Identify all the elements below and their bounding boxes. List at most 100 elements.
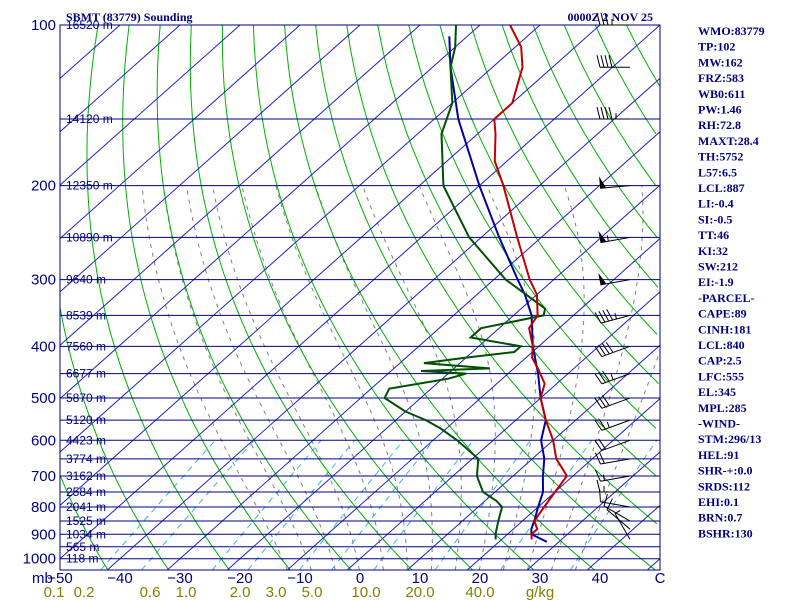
mixing-ratio-line	[211, 439, 322, 571]
temperature-tick-label: 30	[532, 570, 549, 587]
wind-barb-flag	[601, 370, 610, 382]
index-value: TH:5752	[698, 150, 743, 164]
isotherm-line	[466, 398, 661, 571]
index-value: LCL:840	[698, 338, 745, 352]
mixing-ratio-line	[100, 439, 216, 571]
wind-barb-flag	[608, 55, 613, 68]
isotherm-line	[59, 24, 481, 399]
isotherm-line	[59, 24, 301, 239]
wind-barb-flag	[594, 397, 603, 409]
height-label: 1525 m	[66, 514, 106, 528]
wind-barb-staff	[601, 397, 631, 409]
wind-barb-flag	[596, 106, 601, 120]
isotherm-line	[226, 184, 661, 571]
wind-barb-flag	[594, 469, 601, 482]
temperature-tick-label: −40	[107, 570, 132, 587]
pressure-tick-label: 300	[31, 272, 56, 289]
index-value: EL:345	[698, 385, 736, 399]
wind-barb-staff	[603, 505, 631, 522]
wind-barb	[599, 176, 631, 189]
index-value: EI:-1.9	[698, 275, 734, 289]
wind-barb-flag	[596, 12, 601, 26]
mixing-ratio-label: 20.0	[405, 584, 434, 600]
wind-barb-flag	[598, 371, 606, 383]
moist-adiabat	[141, 185, 288, 571]
index-value: MAXT:28.4	[698, 134, 759, 148]
wind-barb-half-flag	[606, 235, 609, 242]
dry-adiabat	[532, 24, 658, 238]
dry-adiabats	[59, 24, 661, 571]
mixing-ratio-label: 5.0	[302, 584, 323, 600]
wind-barb-staff	[600, 475, 631, 482]
height-label: 118 m	[66, 552, 98, 566]
wind-barb-staff	[601, 439, 631, 452]
dry-adiabat	[408, 24, 657, 429]
mixing-ratio-label: 0.6	[140, 584, 161, 600]
wind-barb	[594, 418, 631, 431]
index-value: EHI:0.1	[698, 495, 739, 509]
temperature-tick-label: −30	[167, 570, 192, 587]
wind-barb-flag	[608, 106, 613, 120]
isotherm-line	[586, 504, 661, 571]
pressure-tick-label: 700	[31, 468, 56, 485]
height-label: 12350 m	[66, 179, 113, 193]
pressure-tick-label: 1000	[23, 551, 56, 568]
mixing-ratio-label: 0.2	[74, 584, 95, 600]
wind-barb	[596, 106, 630, 120]
height-label: 14120 m	[66, 112, 113, 126]
height-label: 2041 m	[66, 500, 106, 514]
wind-barb-pennant	[598, 230, 607, 243]
index-value: SI:-0.5	[698, 212, 732, 226]
wind-barb-flag	[604, 106, 609, 120]
mixing-ratio-line	[247, 439, 356, 571]
index-value: CINH:181	[698, 322, 751, 336]
index-value: WMO:83779	[698, 24, 765, 38]
index-value: STM:296/13	[698, 432, 761, 446]
height-label: 2584 m	[66, 485, 106, 499]
moist-adiabat	[315, 185, 433, 571]
wind-barb-flag	[600, 55, 605, 68]
mixing-ratio-line	[569, 440, 658, 571]
pressure-tick-label: 900	[31, 526, 56, 543]
valid-time: 0000Z 2 NOV 25	[568, 10, 653, 24]
moist-adiabat	[362, 185, 462, 571]
wind-barb-half-flag	[610, 373, 614, 380]
isotherm-line	[59, 24, 541, 453]
wind-barbs	[594, 12, 631, 540]
wind-barb-flag	[594, 373, 603, 385]
isotherm-line	[59, 24, 661, 560]
height-label: 8539 m	[66, 308, 106, 322]
index-value: LI:-0.4	[698, 197, 734, 211]
temperature-tick-label: −50	[47, 570, 72, 587]
height-label: 5120 m	[66, 413, 106, 427]
mixing-ratio-label: 2.0	[230, 584, 251, 600]
moist-adiabats	[141, 185, 661, 571]
dry-adiabat	[221, 25, 474, 571]
pressure-tick-label: 200	[31, 178, 56, 195]
index-value: MPL:285	[698, 401, 747, 415]
index-value: SRDS:112	[698, 479, 750, 493]
temperature-tick-labels: −50 −40 −30 −20 −10 0 10 20 30 40 C	[47, 570, 665, 587]
wind-barb	[594, 438, 631, 452]
wind-barb-staff	[601, 419, 631, 431]
temperature-tick-label: 40	[592, 570, 609, 587]
wind-barb-staff	[600, 185, 631, 189]
sounding-profiles	[383, 24, 569, 543]
height-label: 4423 m	[66, 433, 106, 447]
dry-adiabat	[377, 24, 657, 477]
wind-barb-flag	[601, 395, 610, 406]
wind-barb	[603, 493, 631, 522]
wind-barb-flag	[598, 344, 606, 356]
wind-barb-flag	[603, 493, 608, 507]
pressure-tick-label: 800	[31, 499, 56, 516]
mixing-ratio-line	[141, 439, 255, 571]
wind-barb-staff	[606, 509, 631, 530]
pressure-tick-label: 100	[31, 17, 56, 34]
wind-barb-flag	[606, 308, 614, 321]
wind-barb-flag	[594, 312, 602, 324]
index-value: BSHR:130	[698, 526, 753, 540]
mixing-ratio-line	[434, 439, 531, 571]
height-label: 5870 m	[66, 391, 106, 405]
index-value: TT:46	[698, 228, 729, 242]
mixing-ratio-labels: 0.1 0.2 0.6 1.0 2.0 3.0 5.0 10.0 20.0 40.0 g/kg	[44, 584, 555, 600]
